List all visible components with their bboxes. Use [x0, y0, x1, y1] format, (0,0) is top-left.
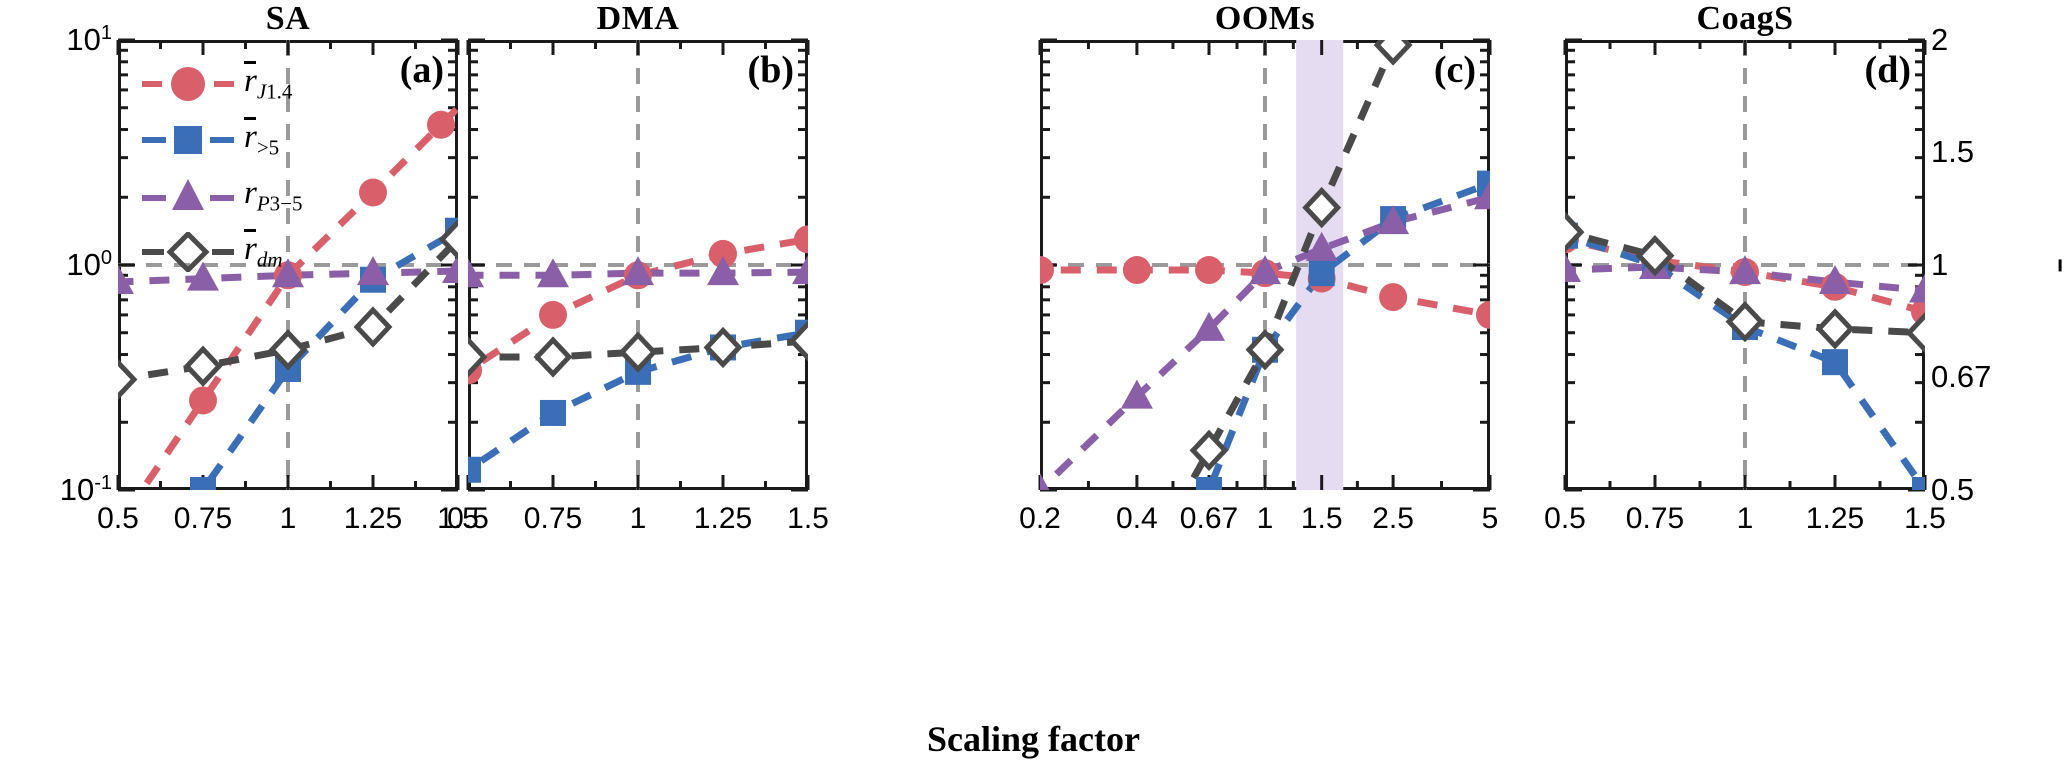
ytick-r-1: 1 — [1931, 247, 1949, 282]
panel-title-ooms: OOMs — [1214, 0, 1316, 37]
legend-label-r-p35: rP3−5 — [244, 175, 303, 216]
xtick-c-5: 2.5 — [1372, 502, 1414, 535]
xtick-c-2: 0.67 — [1179, 502, 1239, 535]
legend: rJ1.4 r>5 rP3−5 — [140, 56, 303, 280]
xtick-b-2: 1 — [629, 502, 647, 535]
legend-item-rbar-dm[interactable]: rdm — [140, 224, 303, 280]
ytick-r-0p67: 0.67 — [1931, 359, 1992, 394]
xtick-a-2: 1 — [279, 502, 297, 535]
xtick-c-3: 1 — [1256, 502, 1274, 535]
panel-ooms: OOMs (c) 0.2 0.4 0.67 1 1.5 2.5 5 — [1019, 0, 1498, 535]
xtick-a-1: 0.75 — [173, 502, 233, 535]
xtick-c-1: 0.4 — [1116, 502, 1158, 535]
xtick-b-3: 1.25 — [693, 502, 753, 535]
ytick-10e-1: 10-1 — [59, 471, 112, 508]
ytick-10e0: 100 — [66, 246, 112, 283]
plot-canvas-sa — [116, 38, 460, 492]
panel-title-sa: SA — [265, 0, 311, 37]
plot-canvas-dma — [466, 38, 810, 492]
panel-label-a: (a) — [399, 49, 444, 91]
ytick-r-0p5: 0.5 — [1931, 472, 1975, 507]
ytick-10e1: 101 — [66, 21, 112, 58]
xtick-c-6: 5 — [1481, 502, 1499, 535]
y-axis-right-label: rdm — [2058, 131, 2067, 371]
xtick-d-3: 1.25 — [1805, 502, 1865, 535]
legend-item-r-p35[interactable]: rP3−5 — [140, 168, 303, 224]
plot-canvas-ooms — [1038, 38, 1492, 492]
xtick-a-0: 0.5 — [97, 502, 139, 535]
xtick-d-1: 0.75 — [1625, 502, 1685, 535]
panel-title-coags: CoagS — [1696, 0, 1794, 37]
xtick-d-2: 1 — [1736, 502, 1754, 535]
xtick-a-3: 1.25 — [343, 502, 403, 535]
legend-item-rbar-j14[interactable]: rJ1.4 — [140, 56, 303, 112]
ytick-r-2: 2 — [1931, 22, 1949, 57]
panel-label-b: (b) — [747, 49, 794, 91]
legend-label-rbar-j14: rJ1.4 — [244, 61, 293, 104]
legend-swatch-diamond — [142, 232, 234, 272]
xtick-c-4: 1.5 — [1300, 502, 1343, 535]
panel-coags: CoagS (d) 0.5 0.75 1 1.25 1.5 — [1544, 0, 1946, 535]
panel-dma: DMA (b) 0.5 0.75 1 1.25 1.5 — [447, 0, 829, 535]
panel-sa: SA (a) rJ1.4 r>5 — [97, 0, 479, 535]
legend-label-rbar-gt5: r>5 — [244, 117, 280, 160]
legend-label-rbar-dm: rdm — [244, 229, 283, 272]
plot-canvas-coags — [1563, 38, 1927, 492]
xtick-d-4: 1.5 — [1904, 502, 1946, 535]
panel-label-c: (c) — [1433, 49, 1476, 91]
legend-swatch-circle — [142, 67, 234, 101]
panel-title-dma: DMA — [596, 0, 680, 37]
xtick-c-0: 0.2 — [1019, 502, 1061, 535]
panel-label-d: (d) — [1864, 49, 1911, 91]
y-axis-right-ticks: 2 1.5 1 0.67 0.5 — [1925, 22, 2045, 507]
x-axis-label: Scaling factor — [927, 719, 1140, 759]
legend-item-rbar-gt5[interactable]: r>5 — [140, 112, 303, 168]
legend-swatch-square — [142, 126, 234, 154]
y-axis-left-ticks: 101 100 10-1 — [0, 22, 118, 507]
xtick-b-4: 1.5 — [787, 502, 829, 535]
legend-swatch-triangle — [142, 179, 234, 210]
ytick-r-1p5: 1.5 — [1931, 134, 1975, 169]
xtick-b-0: 0.5 — [447, 502, 489, 535]
xtick-d-0: 0.5 — [1544, 502, 1586, 535]
xtick-b-1: 0.75 — [523, 502, 583, 535]
xtick-a-4: 1.5 — [437, 502, 479, 535]
